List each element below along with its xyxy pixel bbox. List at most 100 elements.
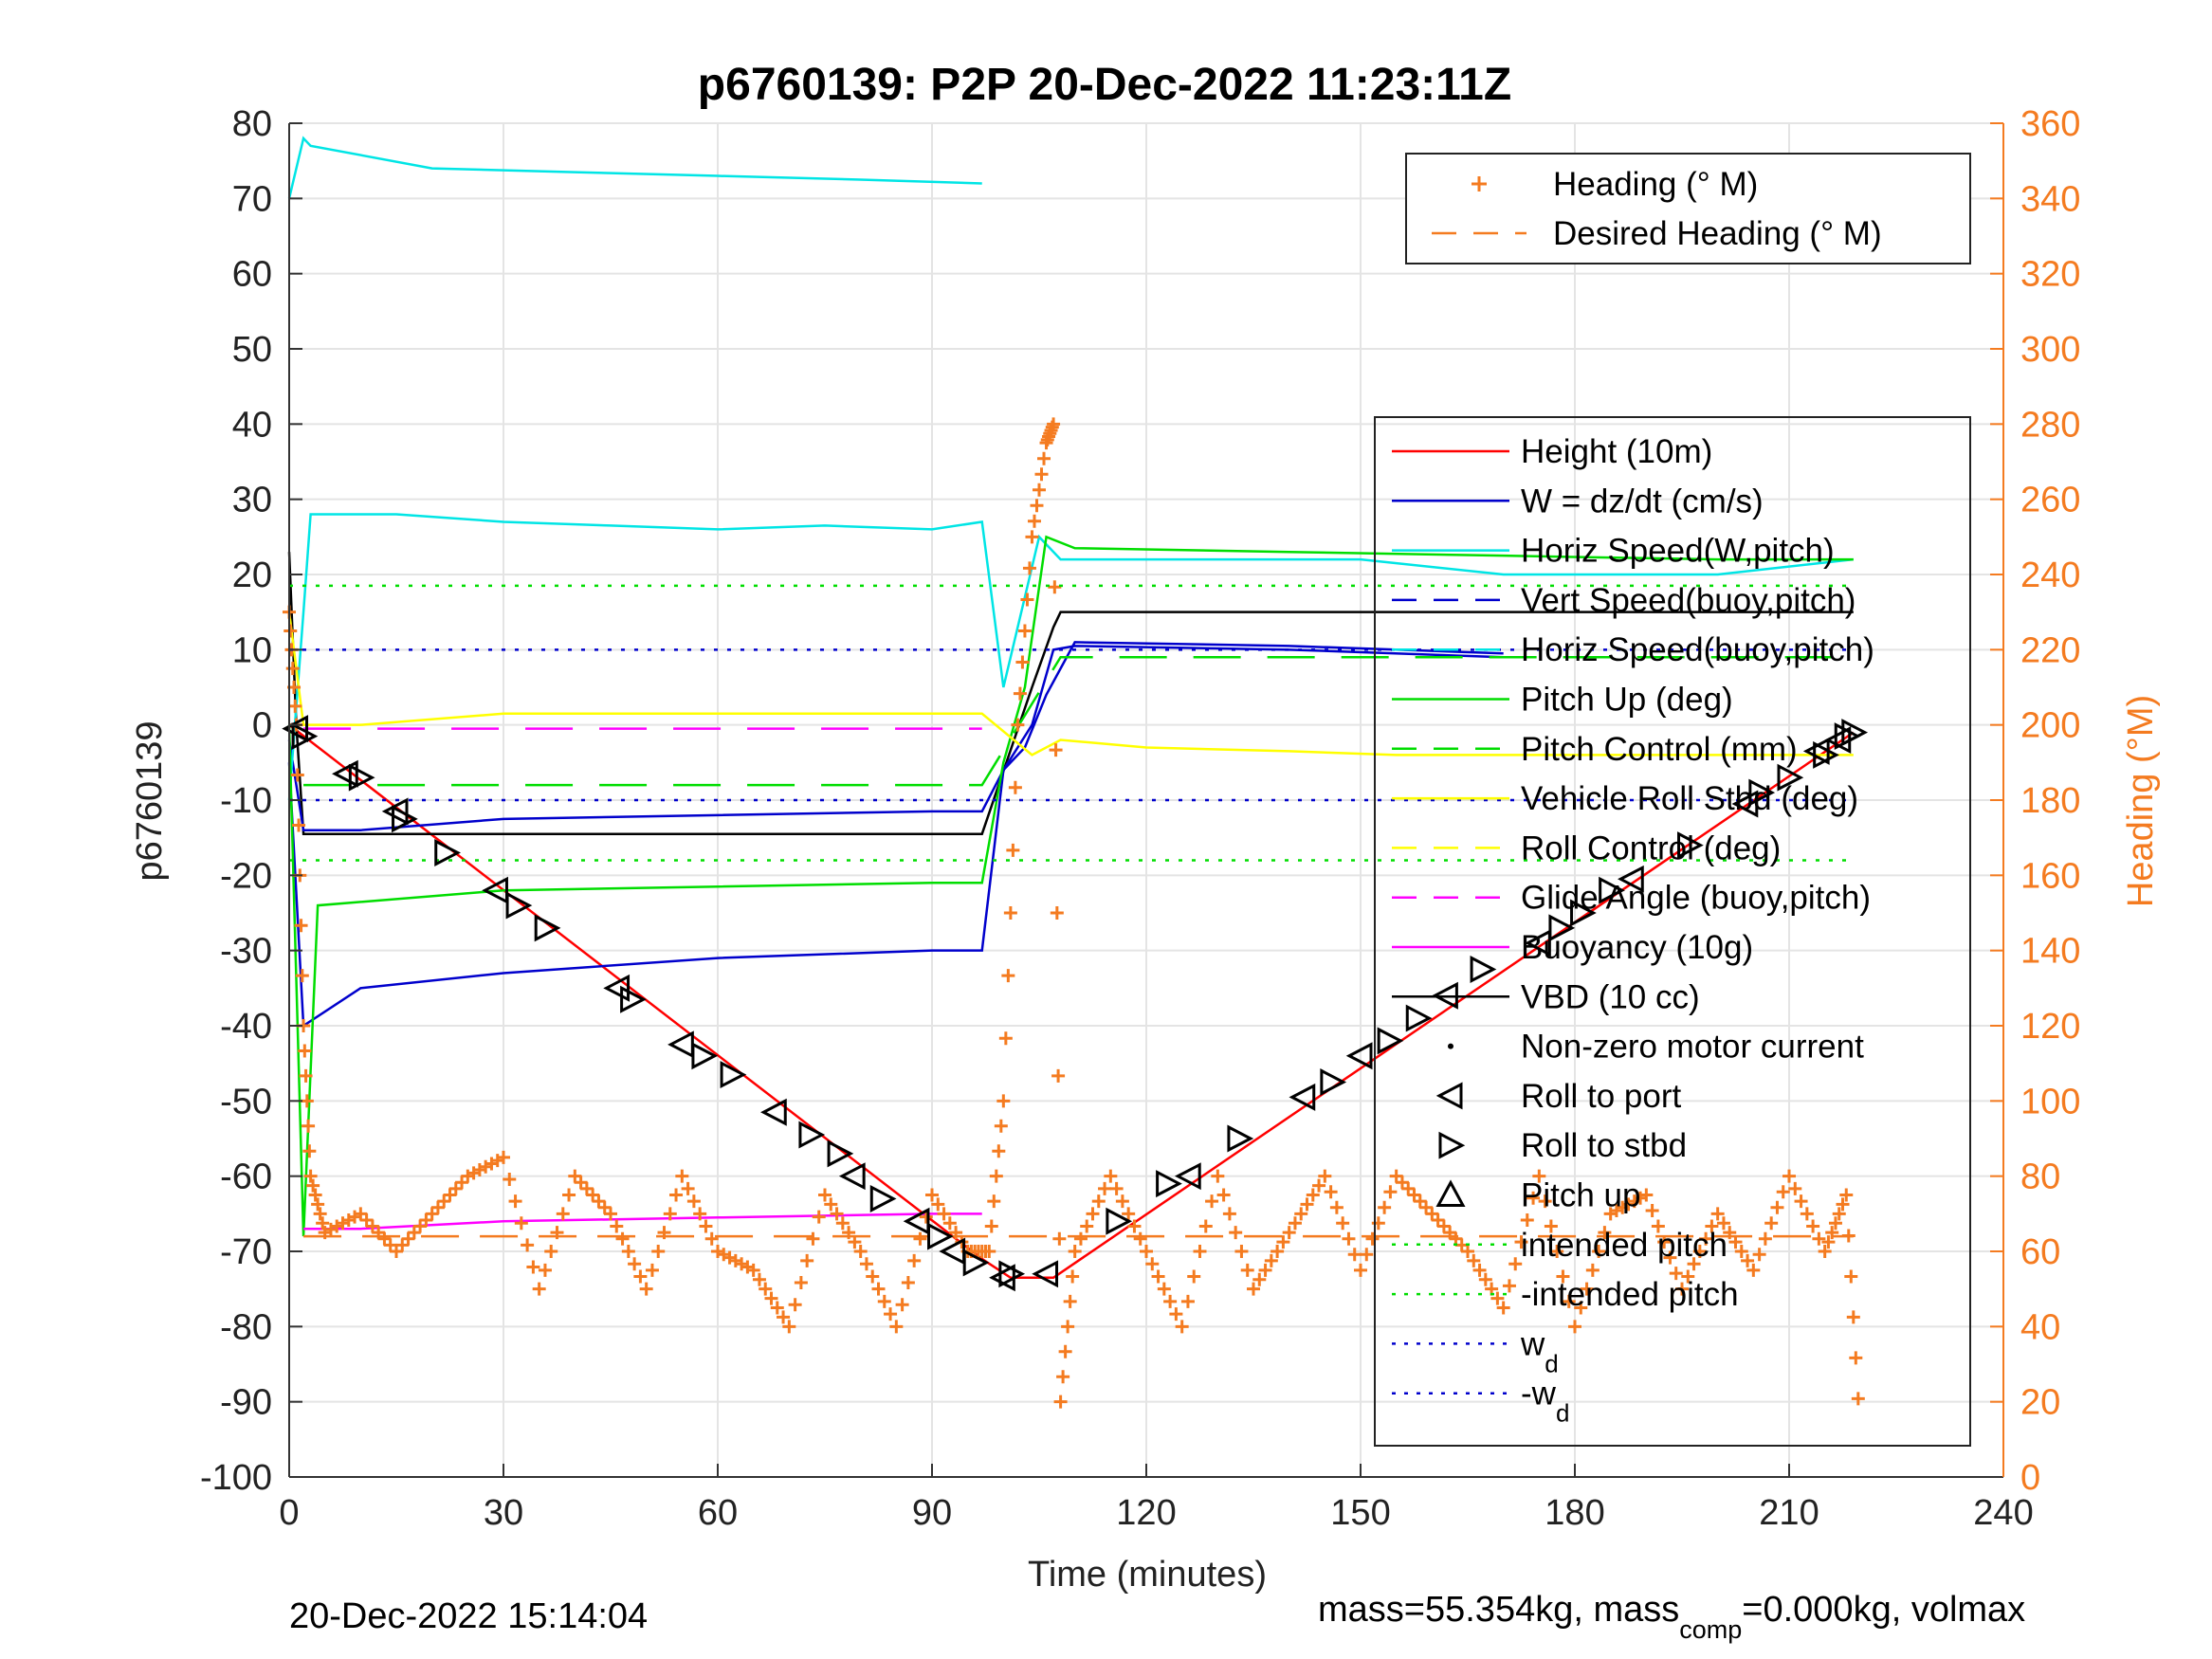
heading-point — [1758, 1231, 1772, 1246]
roll-to-stbd-marker — [998, 1260, 1026, 1288]
heading-point — [806, 1231, 820, 1246]
roll-to-stbd-marker — [1106, 1207, 1133, 1235]
heading-point — [1436, 1219, 1451, 1233]
heading-point — [1645, 1204, 1659, 1218]
heading-point — [1550, 1245, 1564, 1258]
x-tick-label: 120 — [1116, 1493, 1176, 1533]
y-tick-label: -60 — [220, 1158, 272, 1197]
y-right-tick-label: 60 — [2020, 1232, 2060, 1272]
heading-point — [1681, 1269, 1695, 1284]
y-tick-label: 10 — [232, 630, 272, 670]
roll-to-port-marker — [760, 1098, 787, 1126]
roll-to-port-marker — [482, 876, 508, 904]
heading-point — [1342, 1231, 1356, 1246]
legend-label-text: Pitch Control (mm) — [1521, 731, 1798, 768]
heading-point — [1514, 1235, 1528, 1249]
heading-point — [1300, 1197, 1314, 1212]
heading-point — [812, 1210, 826, 1224]
heading-point — [1056, 1370, 1070, 1384]
legend-label-text: Heading (° M) — [1553, 166, 1758, 203]
heading-point — [901, 1276, 915, 1290]
y-tick-label: -30 — [220, 932, 272, 972]
heading-point — [604, 1207, 617, 1221]
heading-point — [1282, 1226, 1296, 1240]
legend-label: Buoyancy (10g) — [1521, 929, 1753, 966]
heading-point — [1020, 592, 1034, 607]
legend-entry: Height (10m) — [1392, 433, 1712, 470]
y-right-tick-label: 120 — [2020, 1007, 2080, 1047]
footer-mass-tail: =0.000kg, volmax — [1742, 1590, 2025, 1630]
legend-label-text: W = dz/dt (cm/s) — [1521, 483, 1764, 520]
heading-point — [1472, 1263, 1487, 1277]
legend-label: -wd — [1521, 1376, 1569, 1428]
heading-point — [1318, 1169, 1332, 1183]
heading-point — [1383, 1185, 1398, 1199]
heading-point — [996, 1094, 1011, 1108]
heading-point — [1746, 1263, 1761, 1277]
y-tick-label: -10 — [220, 781, 272, 821]
heading-point — [835, 1216, 850, 1231]
roll-to-port-marker — [1345, 1042, 1373, 1070]
heading-point — [1692, 1245, 1707, 1258]
legend-swatch — [1438, 1131, 1466, 1159]
heading-point — [401, 1231, 415, 1246]
heading-point — [1229, 1226, 1243, 1240]
x-axis-label: Time (minutes) — [1028, 1555, 1267, 1595]
legend-label: Desired Heading (° M) — [1553, 215, 1882, 252]
legend-entry: wd — [1392, 1325, 1559, 1377]
heading-point — [777, 1310, 791, 1324]
legend-entry: Roll Control (deg) — [1392, 830, 1781, 866]
heading-point — [1022, 561, 1036, 575]
heading-point — [1663, 1250, 1677, 1265]
heading-point — [1169, 1307, 1183, 1322]
heading-point — [1058, 1344, 1072, 1358]
y-right-tick-label: 340 — [2020, 179, 2080, 219]
series-layer — [283, 136, 1865, 1409]
heading-point — [1157, 1282, 1171, 1296]
heading-point — [1222, 1207, 1236, 1221]
heading-point — [1556, 1269, 1570, 1284]
heading-point — [1027, 514, 1041, 528]
y-right-tick-label: 40 — [2020, 1307, 2060, 1347]
series-horiz-speed-buoy-pitch — [287, 136, 982, 199]
heading-point — [303, 1169, 318, 1183]
heading-point — [1800, 1207, 1814, 1221]
heading-point — [1063, 1294, 1077, 1308]
heading-point — [365, 1219, 379, 1233]
legend-label: Roll to port — [1521, 1078, 1682, 1115]
heading-point — [437, 1194, 451, 1209]
y-right-tick-label: 300 — [2020, 330, 2080, 370]
heading-point — [628, 1257, 642, 1271]
series-w-dz-dt-cm-s-smoothed — [287, 645, 1504, 831]
roll-to-port-marker — [1525, 929, 1551, 957]
legend-label: Non-zero motor current — [1521, 1029, 1864, 1066]
roll-to-stbd-marker — [1405, 1004, 1433, 1032]
heading-point — [508, 1194, 522, 1209]
heading-point — [538, 1263, 552, 1277]
heading-point — [1336, 1216, 1350, 1231]
heading-point — [1585, 1263, 1600, 1277]
legend-label-subscript: d — [1556, 1399, 1569, 1428]
legend-entry: Roll to port — [1435, 1078, 1682, 1115]
heading-point — [693, 1207, 707, 1221]
heading-point — [1508, 1257, 1523, 1271]
legend-label-text: w — [1520, 1325, 1545, 1362]
y-right-tick-label: 360 — [2020, 104, 2080, 144]
roll-to-stbd-marker — [869, 1184, 897, 1212]
legend-label-text: Vert Speed(buoy,pitch) — [1521, 582, 1856, 619]
heading-point — [1478, 1272, 1492, 1286]
heading-point — [1347, 1248, 1362, 1262]
heading-point — [1574, 1301, 1588, 1315]
heading-point — [1008, 780, 1022, 794]
legend-entry: -intended pitch — [1392, 1276, 1739, 1313]
x-tick-label: 210 — [1759, 1493, 1819, 1533]
legend-label: Vert Speed(buoy,pitch) — [1521, 582, 1856, 619]
y-tick-label: 70 — [232, 179, 272, 219]
series-pitch-control-mm — [303, 656, 1854, 787]
heading-point — [1836, 1197, 1850, 1212]
x-tick-label: 240 — [1973, 1493, 2033, 1533]
heading-point — [1086, 1207, 1100, 1221]
roll-to-stbd-marker — [927, 1222, 954, 1250]
heading-point — [1401, 1181, 1416, 1195]
y-tick-label: 80 — [232, 104, 272, 144]
